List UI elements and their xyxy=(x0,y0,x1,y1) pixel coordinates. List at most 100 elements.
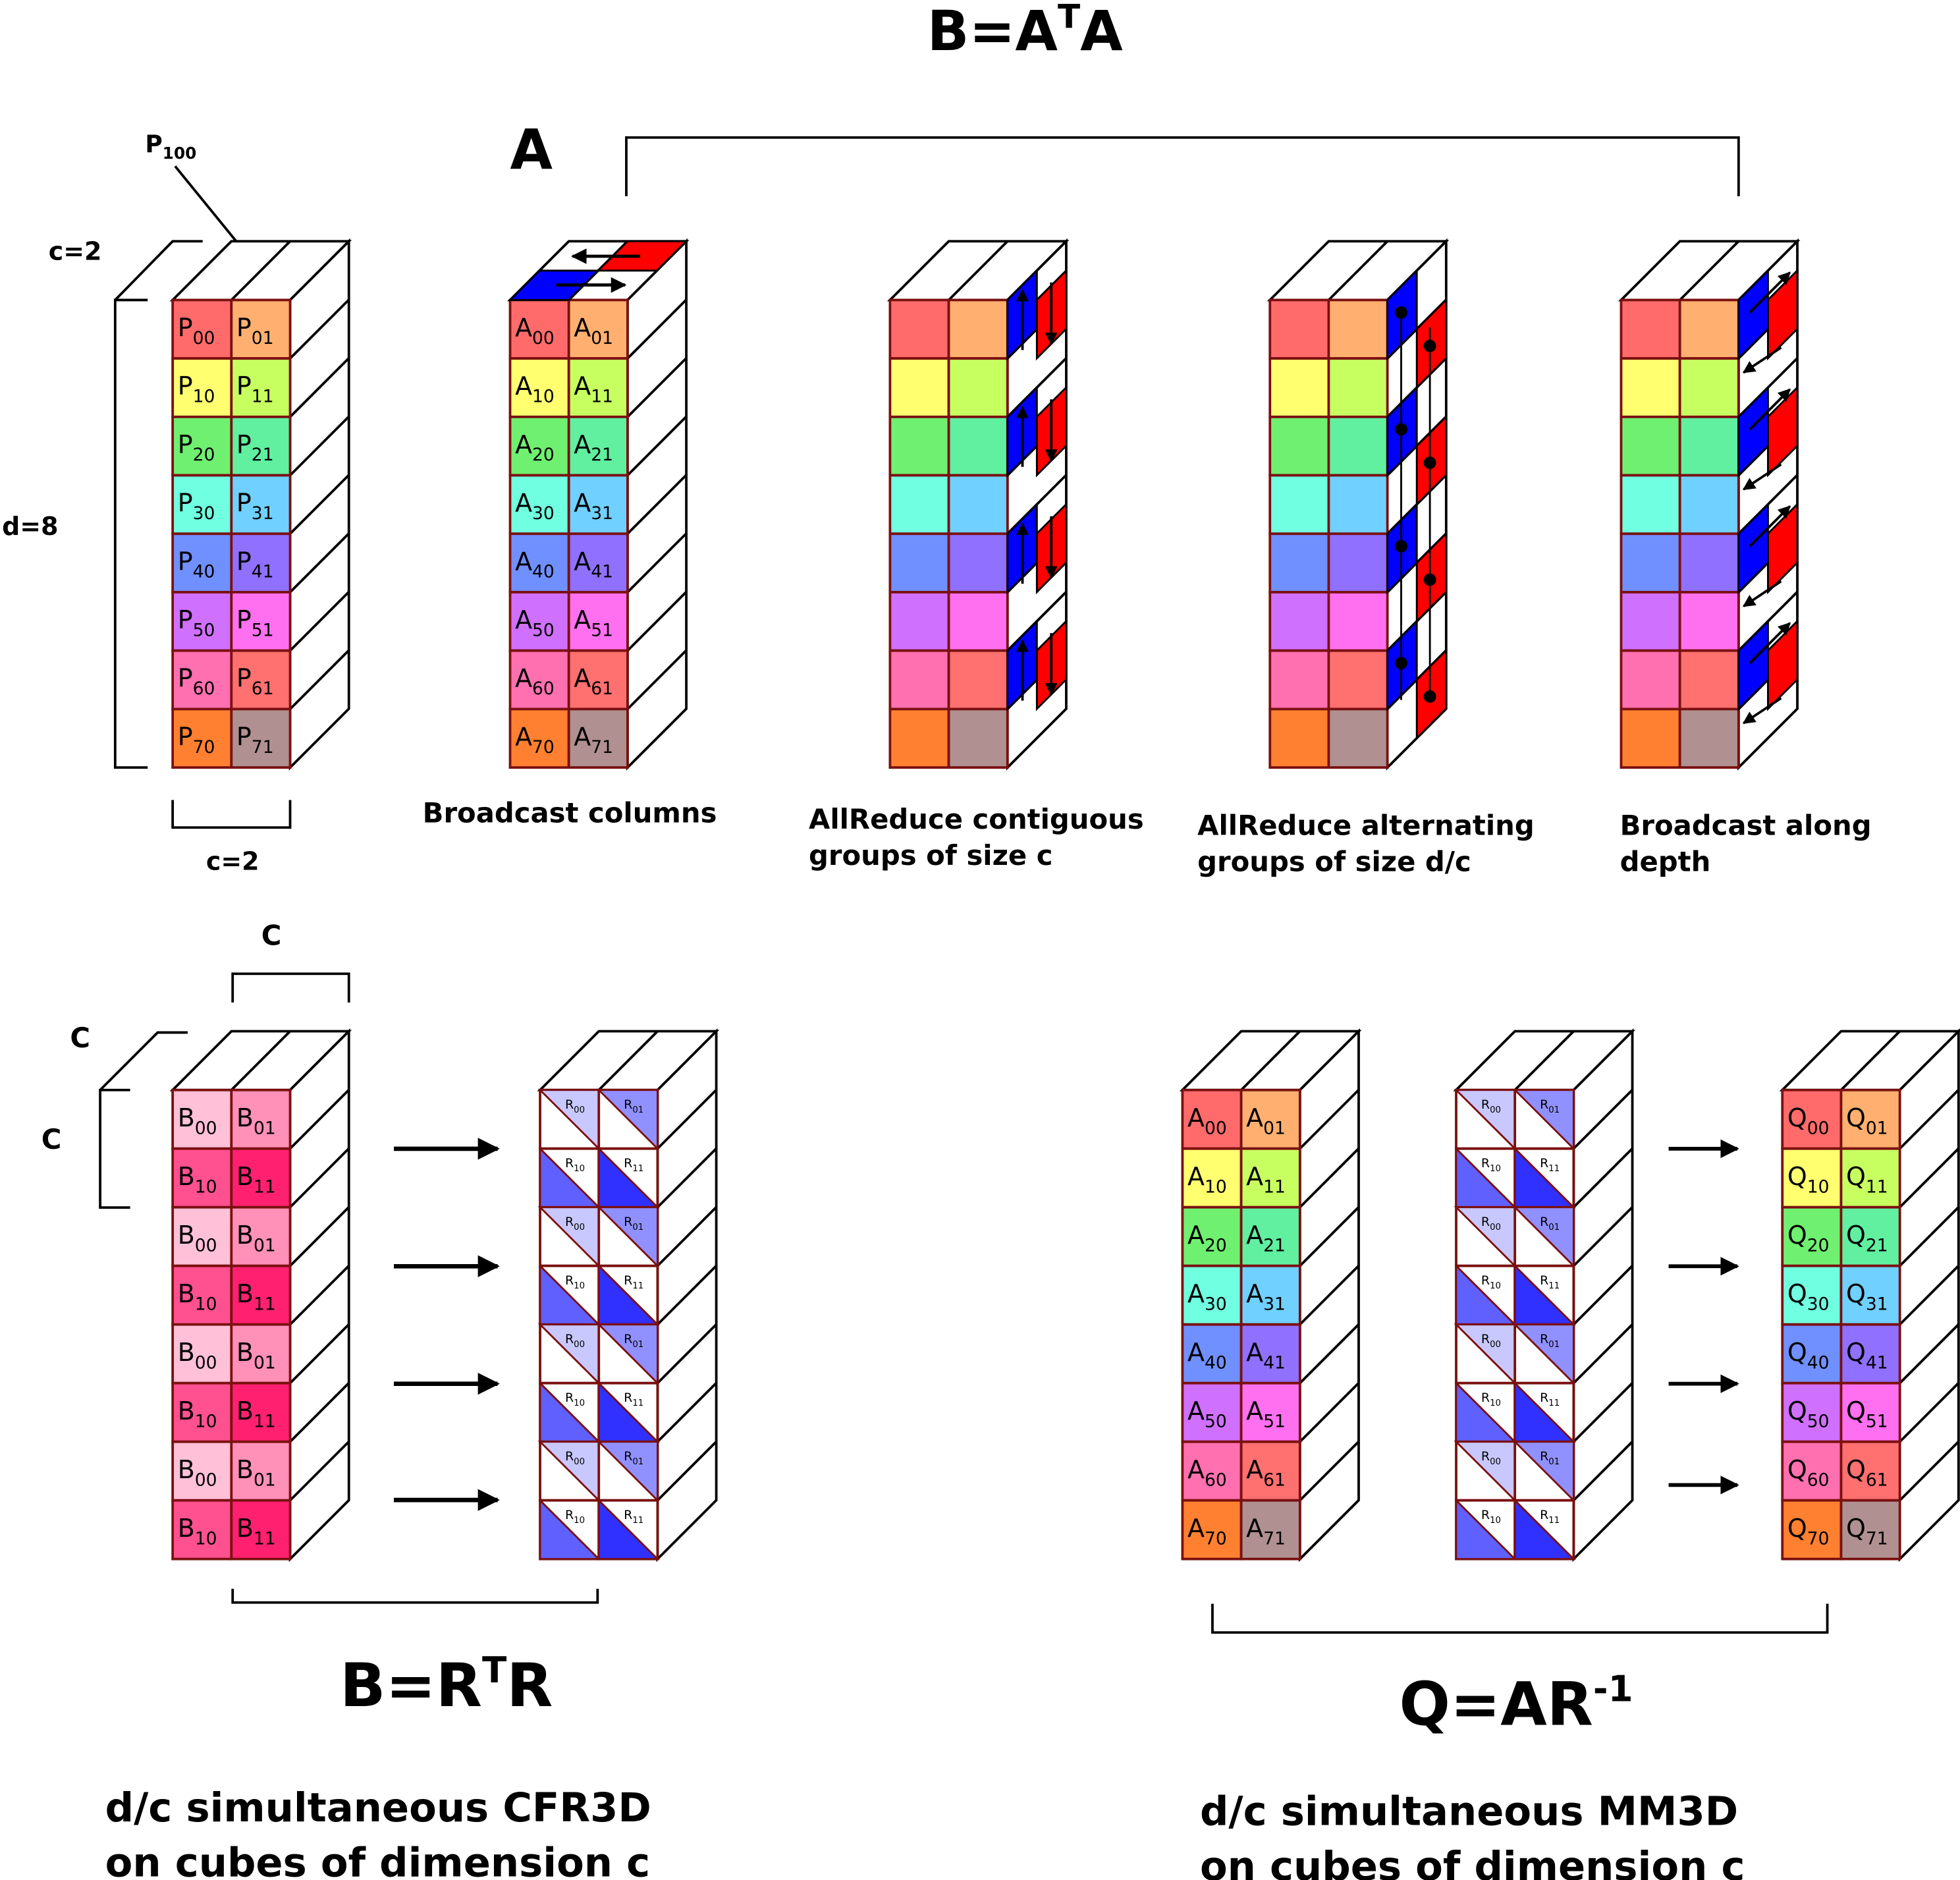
cell-letter: A xyxy=(515,547,532,576)
cell-subscript: 20 xyxy=(193,445,215,465)
cell-letter: P xyxy=(178,430,193,459)
cell-subscript: 00 xyxy=(195,1235,217,1256)
cell-label: Q21 xyxy=(1846,1221,1888,1256)
bracket xyxy=(171,800,292,829)
prism-edge xyxy=(657,1323,717,1385)
cell xyxy=(171,1323,233,1385)
cell-subscript: 50 xyxy=(1205,1411,1227,1431)
cell xyxy=(171,1499,233,1561)
cell-label: Q31 xyxy=(1846,1279,1888,1314)
cell-subscript: 20 xyxy=(1205,1235,1227,1256)
cell-subscript: 51 xyxy=(591,620,613,640)
cell-subscript: 01 xyxy=(632,1340,643,1350)
cell xyxy=(1239,1088,1301,1150)
cell-label: P60 xyxy=(178,664,215,699)
triangle xyxy=(596,1441,659,1503)
caption: on cubes of dimension c xyxy=(1200,1844,1745,1880)
caption: Broadcast columns xyxy=(423,797,717,829)
cell-subscript: 31 xyxy=(252,503,274,524)
cell-label: P11 xyxy=(236,372,274,406)
prism-edge xyxy=(1899,1323,1960,1385)
cell-letter: P xyxy=(236,722,252,751)
cell xyxy=(1620,298,1681,360)
cell-letter: P xyxy=(178,722,193,751)
cell-subscript: 00 xyxy=(1490,1105,1501,1115)
cell-subscript: 70 xyxy=(532,737,555,758)
cell-letter: P xyxy=(236,489,252,518)
cell-label: P51 xyxy=(236,605,274,640)
cell-label: Q70 xyxy=(1787,1514,1830,1549)
caption: depth xyxy=(1620,846,1711,878)
cell-subscript: 50 xyxy=(1807,1411,1830,1431)
prism-edge xyxy=(626,532,688,594)
cell xyxy=(230,298,292,360)
cell xyxy=(1268,474,1330,536)
cell-label: P40 xyxy=(178,547,215,582)
prism-edge xyxy=(289,649,350,710)
cell xyxy=(1268,649,1330,711)
cell-letter: A xyxy=(574,372,591,401)
formula-sup: T xyxy=(482,1649,506,1691)
triangle xyxy=(1512,1206,1575,1269)
cell-letter: A xyxy=(515,430,532,459)
cell-label: R00 xyxy=(1481,1332,1501,1350)
cell-subscript: 01 xyxy=(1548,1105,1560,1115)
prism-edge xyxy=(657,1441,717,1502)
arrow xyxy=(1742,463,1782,491)
cell-label: R10 xyxy=(1481,1508,1501,1526)
cell xyxy=(1781,1499,1843,1561)
triangle xyxy=(1455,1498,1517,1561)
cell-subscript: 60 xyxy=(1205,1470,1227,1490)
cell-letter: R xyxy=(1540,1332,1548,1346)
cell-letter: B xyxy=(178,1162,195,1191)
cell-letter: A xyxy=(574,664,591,693)
cell-letter: A xyxy=(1246,1455,1263,1484)
prism-edge xyxy=(1299,1323,1360,1385)
cell xyxy=(888,357,950,418)
cell-letter: R xyxy=(565,1391,574,1405)
cell-letter: Q xyxy=(1846,1162,1866,1191)
cell-letter: B xyxy=(236,1221,254,1250)
cell-subscript: 40 xyxy=(1807,1352,1830,1373)
cell xyxy=(947,357,1009,418)
formula-main: B=R xyxy=(340,1651,482,1721)
cell-subscript: 11 xyxy=(254,1176,276,1197)
cell-label: P61 xyxy=(236,664,274,699)
prism-edge xyxy=(289,532,350,594)
cell xyxy=(1839,1440,1901,1502)
cell-subscript: 30 xyxy=(193,503,215,524)
cell-subscript: 31 xyxy=(1866,1294,1888,1314)
cell-subscript: 10 xyxy=(574,1164,585,1174)
cell-subscript: 10 xyxy=(195,1411,217,1431)
cell xyxy=(230,1088,292,1150)
cell xyxy=(1839,1088,1901,1150)
cell-subscript: 20 xyxy=(532,445,555,465)
cell-subscript: 00 xyxy=(574,1105,585,1115)
cell-subscript: 41 xyxy=(252,562,274,582)
cell-label: A61 xyxy=(574,664,613,699)
caption: d/c simultaneous CFR3D xyxy=(105,1785,651,1831)
label-subscript: 100 xyxy=(163,144,196,163)
prism-edge xyxy=(1573,1089,1633,1150)
cell xyxy=(1239,1499,1301,1561)
cell-letter: R xyxy=(1540,1449,1548,1464)
cell-label: A70 xyxy=(1187,1514,1227,1549)
bracket xyxy=(99,1031,188,1092)
cell-letter: R xyxy=(624,1391,632,1405)
cell xyxy=(1327,298,1389,360)
cell-label: R00 xyxy=(565,1215,585,1232)
cell-letter: R xyxy=(565,1097,574,1112)
cell-letter: B xyxy=(236,1455,254,1484)
cell-subscript: 11 xyxy=(632,1164,643,1174)
cell-label: A60 xyxy=(515,664,555,699)
prism-edge xyxy=(657,1265,717,1326)
arrow xyxy=(1749,622,1791,665)
cell-subscript: 31 xyxy=(591,503,613,524)
cell xyxy=(1268,298,1330,360)
cell-label: Q30 xyxy=(1787,1279,1830,1314)
prism-edge xyxy=(1299,1089,1360,1150)
cell xyxy=(888,298,950,360)
cell xyxy=(1678,474,1740,536)
cell-subscript: 21 xyxy=(591,445,613,465)
cell-subscript: 10 xyxy=(1205,1176,1227,1197)
